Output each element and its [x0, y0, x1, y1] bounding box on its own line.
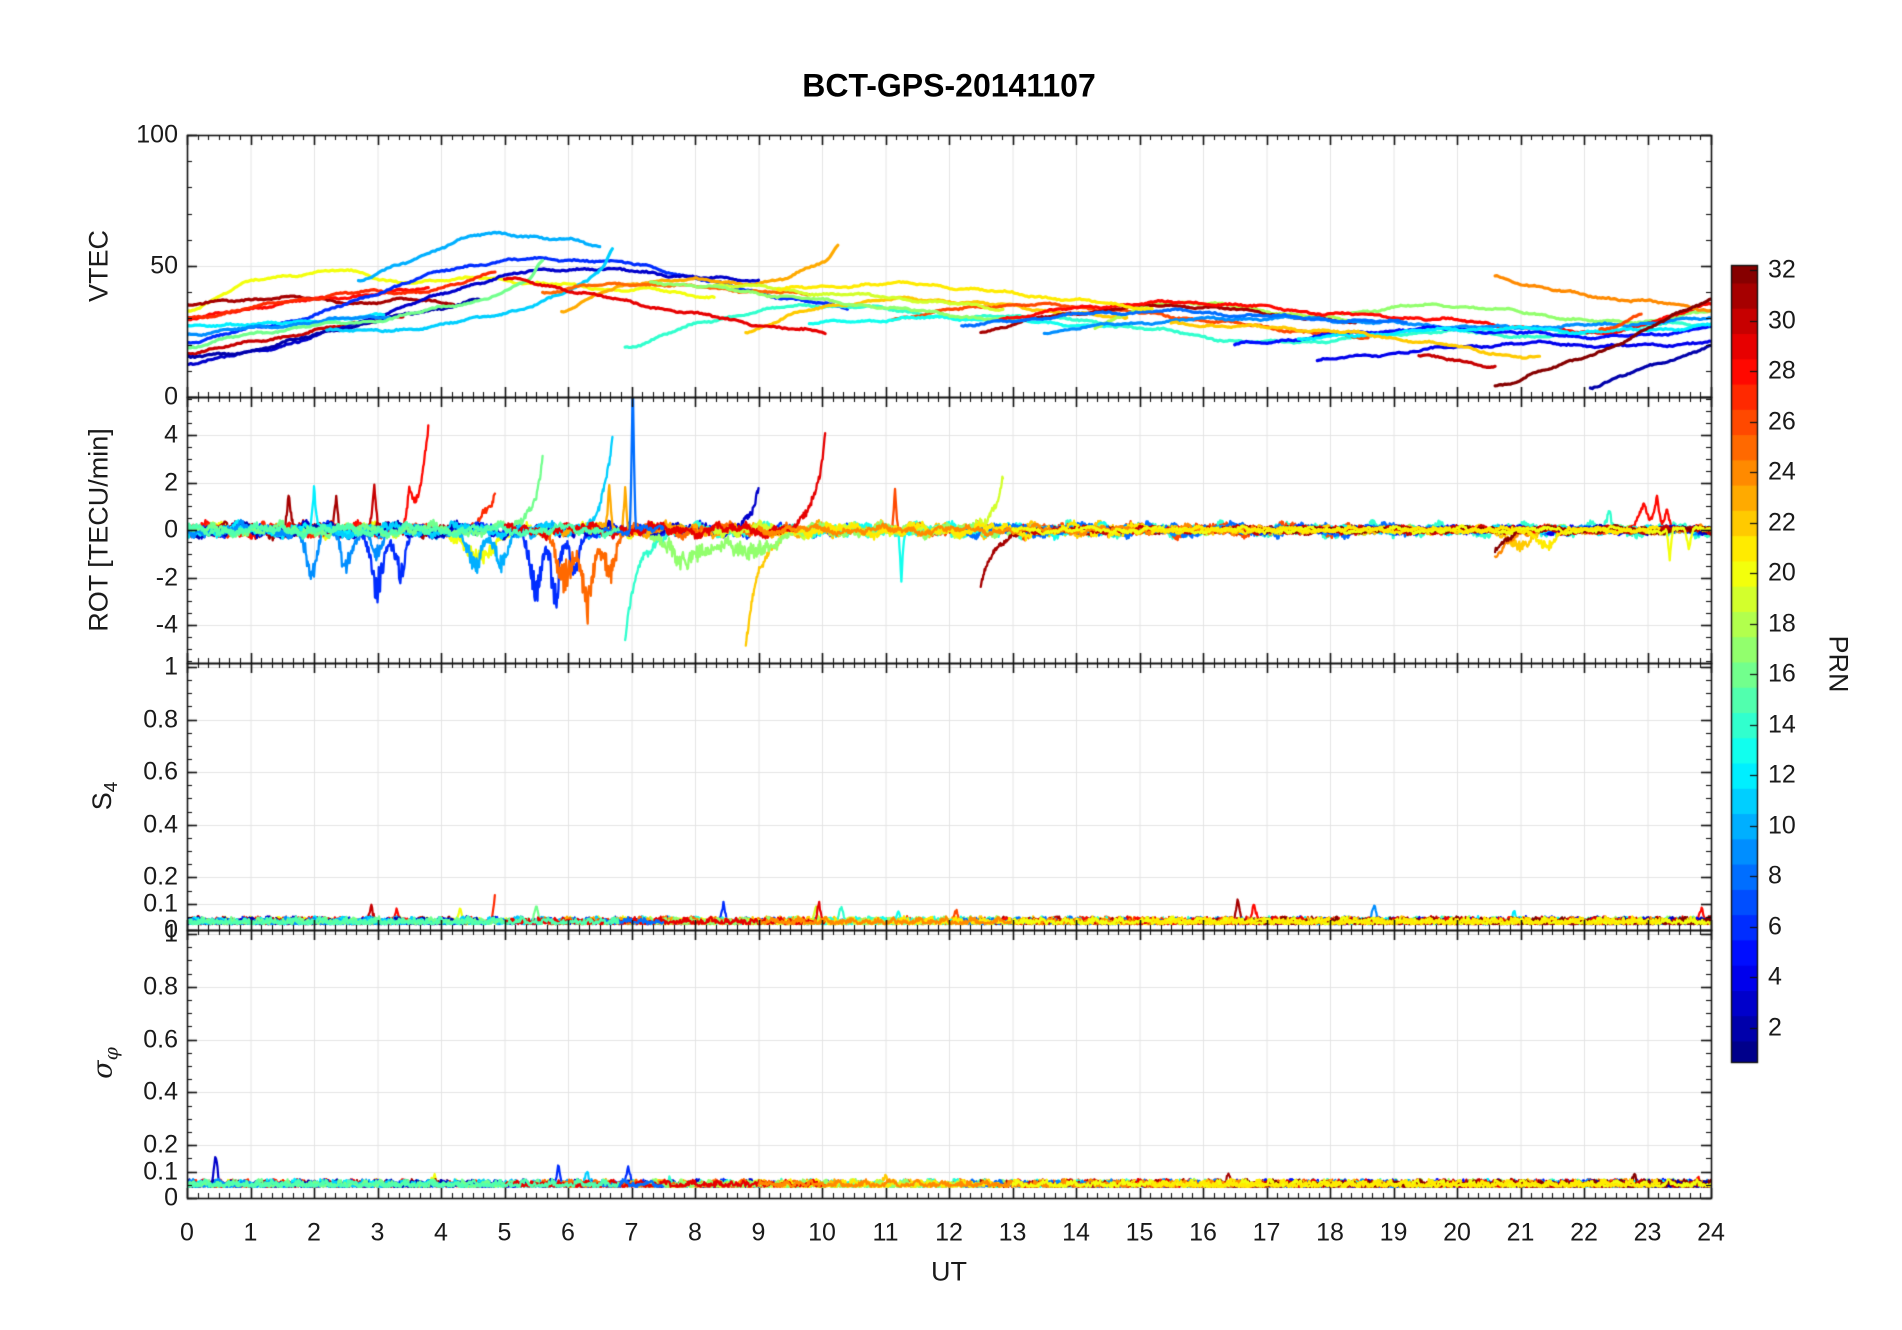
y-tick-label-vtec: 50: [150, 251, 178, 280]
y-tick-label-rot: -4: [155, 610, 178, 639]
x-tick-label: 5: [497, 1218, 512, 1247]
y-tick-label-sigma_phi: 0.1: [143, 1157, 178, 1186]
y-tick-label-rot: 0: [164, 515, 178, 544]
chart-title: BCT-GPS-20141107: [802, 67, 1096, 104]
x-tick-label: 7: [624, 1218, 639, 1247]
x-tick-label: 8: [688, 1218, 702, 1247]
s4-label-sub: 4: [101, 781, 123, 793]
y-tick-label-s4: 1: [164, 652, 178, 681]
colorbar-tick-label: 16: [1768, 659, 1796, 688]
x-tick-label: 4: [434, 1218, 448, 1247]
x-axis-label: UT: [931, 1256, 967, 1287]
y-tick-label-sigma_phi: 0.4: [143, 1077, 178, 1106]
x-tick-label: 11: [872, 1218, 899, 1247]
y-axis-label-vtec: VTEC: [83, 229, 114, 303]
y-axis-label-sigma-phi: σφ: [87, 1047, 122, 1079]
y-tick-label-rot: -2: [155, 563, 178, 591]
colorbar-label: PRN: [1823, 635, 1854, 693]
colorbar-tick-label: 24: [1768, 457, 1796, 486]
colorbar-tick-label: 20: [1768, 558, 1796, 587]
x-tick-label: 1: [243, 1218, 258, 1247]
s4-label-main: S: [86, 792, 117, 811]
x-tick-label: 6: [561, 1218, 575, 1247]
colorbar-tick-label: 22: [1768, 508, 1796, 537]
x-tick-label: 2: [307, 1218, 321, 1247]
colorbar-tick-label: 4: [1768, 962, 1782, 991]
colorbar-tick-label: 32: [1768, 255, 1796, 284]
x-tick-label: 17: [1252, 1218, 1281, 1247]
colorbar-tick-label: 10: [1768, 811, 1796, 840]
x-tick-label: 16: [1189, 1218, 1217, 1247]
y-tick-label-vtec: 0: [164, 382, 178, 411]
y-tick-label-s4: 0.6: [143, 757, 178, 786]
x-tick-label: 9: [751, 1218, 766, 1247]
x-tick-label: 10: [808, 1218, 836, 1247]
colorbar-tick-label: 14: [1768, 710, 1796, 739]
colorbar-tick-label: 28: [1768, 356, 1796, 385]
colorbar-tick-label: 12: [1768, 760, 1796, 789]
y-axis-label-s4: S4: [87, 782, 123, 811]
x-tick-label: 24: [1697, 1218, 1725, 1247]
y-tick-label-s4: 0.2: [143, 862, 178, 891]
y-axis-label-rot: ROT [TECU/min]: [83, 428, 114, 632]
x-tick-label: 23: [1633, 1218, 1662, 1247]
x-tick-label: 13: [998, 1218, 1027, 1247]
colorbar-tick-label: 30: [1768, 306, 1796, 335]
y-tick-label-s4: 0.1: [143, 889, 178, 918]
y-tick-label-sigma_phi: 1: [164, 919, 178, 948]
y-tick-label-vtec: 100: [136, 120, 178, 149]
x-tick-label: 3: [370, 1218, 385, 1247]
colorbar-tick-label: 2: [1768, 1013, 1782, 1042]
x-tick-label: 22: [1570, 1218, 1598, 1247]
colorbar-tick-label: 6: [1768, 912, 1782, 941]
y-tick-label-sigma_phi: 0: [164, 1183, 178, 1212]
x-tick-label: 12: [935, 1218, 963, 1247]
x-tick-label: 21: [1506, 1218, 1535, 1247]
y-tick-label-rot: 2: [164, 468, 178, 496]
y-tick-label-s4: 0: [164, 915, 178, 944]
y-tick-label-s4: 0.4: [143, 810, 178, 839]
x-tick-label: 19: [1379, 1218, 1408, 1247]
y-tick-label-rot: 4: [164, 420, 178, 449]
colorbar-tick-label: 8: [1768, 861, 1782, 890]
x-tick-label: 20: [1443, 1218, 1471, 1247]
x-tick-label: 14: [1062, 1218, 1090, 1247]
x-tick-label: 15: [1125, 1218, 1154, 1247]
colorbar-tick-label: 18: [1768, 609, 1796, 638]
sigma-label-sub: φ: [100, 1047, 123, 1061]
y-tick-label-sigma_phi: 0.8: [143, 972, 178, 1001]
colorbar-tick-label: 26: [1768, 407, 1796, 436]
y-tick-label-s4: 0.8: [143, 705, 178, 734]
sigma-label-main: σ: [87, 1060, 119, 1079]
x-tick-label: 18: [1316, 1218, 1344, 1247]
x-tick-label: 0: [180, 1218, 194, 1247]
y-tick-label-sigma_phi: 0.2: [143, 1130, 178, 1159]
y-tick-label-sigma_phi: 0.6: [143, 1025, 178, 1054]
